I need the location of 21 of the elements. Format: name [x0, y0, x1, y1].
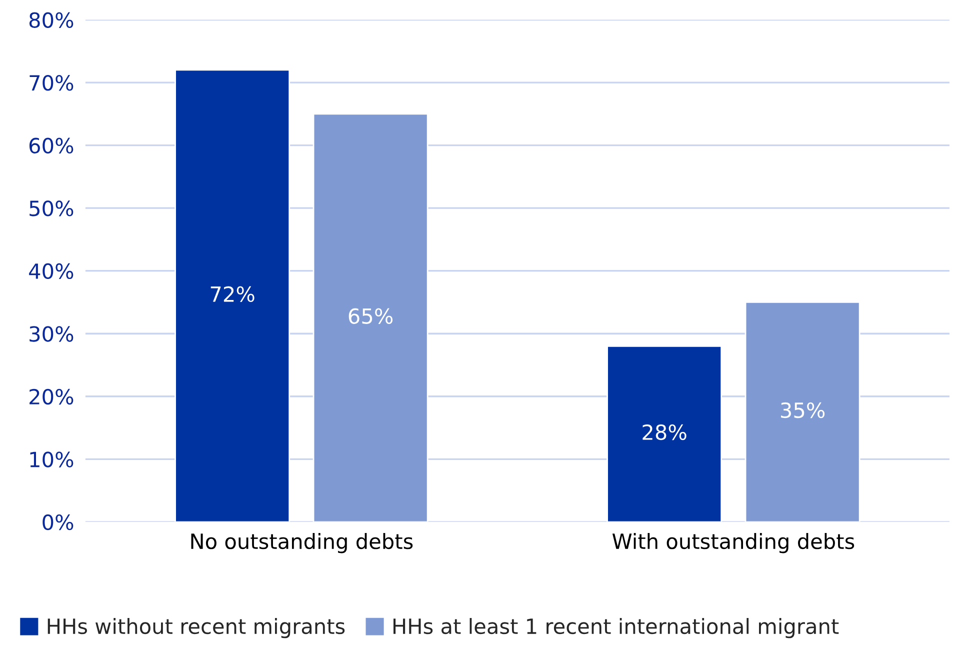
y-tick-label: 40%: [29, 263, 74, 280]
data-label: 65%: [348, 308, 393, 324]
y-tick-label: 10%: [30, 452, 74, 468]
x-tick-label: With outstanding debts: [612, 533, 854, 554]
bar: [174, 69, 290, 522]
bar: [606, 345, 722, 522]
y-tick-label: 20%: [30, 388, 74, 405]
legend-label: HHs without recent migrants: [48, 618, 345, 638]
y-tick-label: 80%: [29, 12, 74, 28]
data-label: 28%: [642, 424, 686, 440]
bar: [312, 113, 428, 522]
data-label: 35%: [780, 402, 825, 418]
y-tick-label: 60%: [29, 138, 74, 154]
y-tick-label: 0%: [42, 514, 74, 530]
bar: [744, 302, 860, 522]
x-tick-label: No outstanding debts: [191, 533, 413, 554]
legend-label: HHs at least 1 recent international migrant: [393, 618, 839, 638]
data-label: 72%: [210, 286, 254, 302]
y-tick-label: 70%: [30, 74, 74, 91]
y-tick-label: 50%: [30, 200, 74, 216]
y-tick-label: 30%: [30, 326, 74, 342]
